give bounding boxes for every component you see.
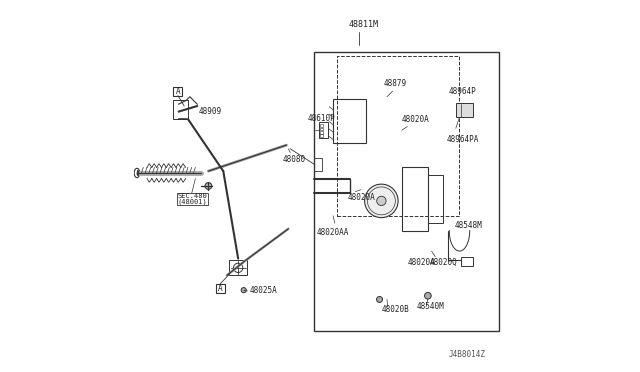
Text: 48879: 48879 bbox=[384, 79, 407, 88]
Text: J4B8014Z: J4B8014Z bbox=[449, 350, 485, 359]
Bar bbox=[319, 131, 323, 134]
Bar bbox=[173, 87, 182, 96]
Text: 48909: 48909 bbox=[199, 107, 222, 116]
Ellipse shape bbox=[241, 288, 246, 293]
Text: 48811M: 48811M bbox=[349, 20, 379, 29]
Text: 48540M: 48540M bbox=[417, 302, 444, 311]
Text: SEC.480: SEC.480 bbox=[178, 193, 207, 199]
Text: A: A bbox=[175, 87, 180, 96]
Bar bbox=[456, 103, 472, 117]
Bar bbox=[177, 193, 209, 205]
Bar bbox=[314, 52, 499, 331]
Bar bbox=[216, 284, 225, 293]
Text: A: A bbox=[218, 284, 223, 293]
Bar bbox=[173, 100, 188, 119]
Bar bbox=[333, 99, 367, 143]
Text: 48548M: 48548M bbox=[454, 221, 483, 230]
Text: 48020A: 48020A bbox=[402, 115, 429, 124]
Text: 48020AA: 48020AA bbox=[316, 228, 349, 237]
Bar bbox=[319, 134, 323, 137]
Bar bbox=[229, 260, 248, 275]
Ellipse shape bbox=[205, 183, 212, 189]
Text: 48025A: 48025A bbox=[250, 286, 277, 295]
Bar bbox=[337, 56, 460, 216]
Ellipse shape bbox=[424, 292, 431, 299]
Bar bbox=[319, 122, 328, 138]
Ellipse shape bbox=[377, 196, 386, 205]
Bar bbox=[461, 257, 472, 266]
Bar bbox=[319, 128, 323, 130]
Text: 48964PA: 48964PA bbox=[447, 135, 479, 144]
Text: 48080: 48080 bbox=[283, 155, 306, 164]
Text: 48020A: 48020A bbox=[347, 193, 375, 202]
Bar bbox=[402, 167, 428, 231]
Text: 48020A: 48020A bbox=[408, 258, 435, 267]
Bar bbox=[428, 175, 443, 223]
Text: 48020B: 48020B bbox=[381, 305, 409, 314]
Text: 48610P: 48610P bbox=[308, 114, 336, 123]
Ellipse shape bbox=[365, 184, 398, 218]
Text: 48964P: 48964P bbox=[449, 87, 476, 96]
Ellipse shape bbox=[376, 296, 383, 302]
Bar bbox=[319, 124, 323, 127]
Text: (48001): (48001) bbox=[178, 198, 207, 205]
Text: 48020Q: 48020Q bbox=[429, 258, 458, 267]
Bar bbox=[314, 158, 322, 171]
